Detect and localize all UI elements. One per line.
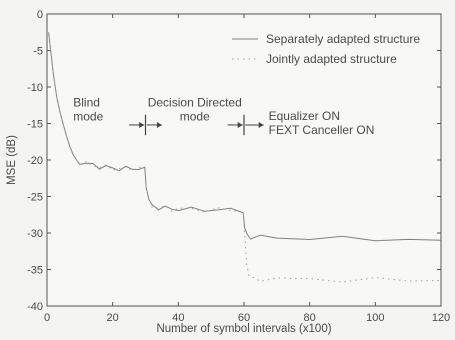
x-tick-label: 80 xyxy=(304,312,316,324)
y-tick-label: -10 xyxy=(27,82,43,94)
markers-layer xyxy=(129,114,264,136)
y-tick-label: -40 xyxy=(27,301,43,313)
y-tick-label: -20 xyxy=(27,155,43,167)
annotation-line: mode xyxy=(73,110,103,124)
annotation-line: Decision Directed xyxy=(148,96,242,110)
legend-label: Separately adapted structure xyxy=(266,32,420,46)
y-tick-label: -30 xyxy=(27,228,43,240)
arrow-head xyxy=(258,121,264,128)
arrow-head xyxy=(237,121,243,128)
legend: Separately adapted structure Jointly adap… xyxy=(232,32,420,66)
x-tick-label: 60 xyxy=(238,312,250,324)
annotation-blind-mode: Blind mode xyxy=(73,96,103,124)
y-tick-label: -35 xyxy=(27,265,43,277)
annotation-line: FEXT Canceller ON xyxy=(269,123,375,137)
arrow-head xyxy=(156,121,162,128)
y-axis-label: MSE (dB) xyxy=(6,135,18,185)
annotation-line: Equalizer ON xyxy=(269,109,340,123)
y-axis: 0 -5 -10 -15 -20 -25 -30 -35 -40 xyxy=(27,9,441,313)
x-tick-label: 0 xyxy=(44,312,50,324)
x-tick-label: 120 xyxy=(432,312,450,324)
annotation-line: mode xyxy=(180,110,210,124)
plot-area xyxy=(46,13,442,307)
x-axis: 0 20 40 60 80 100 120 xyxy=(44,14,450,324)
annotation-equalizer-fext-on: Equalizer ON FEXT Canceller ON xyxy=(269,109,375,137)
x-tick-label: 100 xyxy=(366,312,384,324)
y-tick-label: -5 xyxy=(33,46,43,58)
y-tick-label: -25 xyxy=(27,192,43,204)
x-axis-label: Number of symbol intervals (x100) xyxy=(156,323,331,335)
arrow-head xyxy=(139,121,145,128)
y-tick-label: -15 xyxy=(27,119,43,131)
series-layer xyxy=(48,32,442,283)
x-tick-label: 40 xyxy=(172,312,184,324)
legend-label: Jointly adapted structure xyxy=(266,52,397,66)
annotation-line: Blind xyxy=(73,96,100,110)
x-tick-label: 20 xyxy=(107,312,119,324)
y-tick-label: 0 xyxy=(37,9,43,21)
annotation-decision-directed-mode: Decision Directed mode xyxy=(148,96,242,124)
